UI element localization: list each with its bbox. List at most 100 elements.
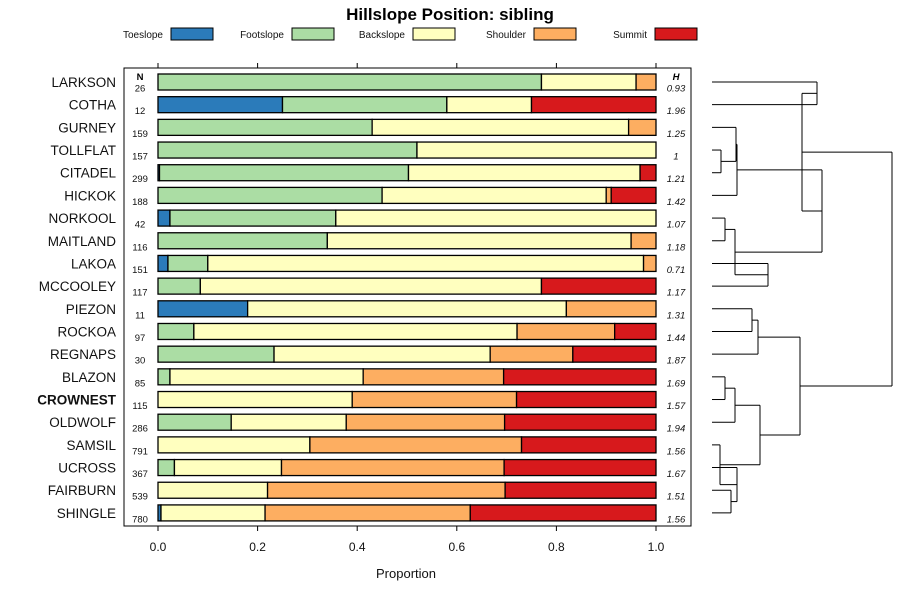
x-tick-label: 0.6: [448, 540, 465, 554]
bar-segment-backslope: [173, 458, 283, 477]
h-value: 1.31: [667, 310, 686, 321]
row-cotha: COTHA 12 1.96: [69, 96, 686, 117]
legend-swatch-toeslope: [170, 27, 214, 41]
h-value: 1.51: [667, 492, 686, 503]
x-axis-title: Proportion: [376, 566, 436, 581]
bar-segment-backslope: [381, 186, 607, 205]
row-label: SAMSIL: [66, 438, 116, 453]
legend-swatch-shoulder: [533, 27, 577, 41]
row-label: BLAZON: [62, 370, 116, 385]
bar-segment-footslope: [157, 118, 373, 137]
n-value: 286: [132, 424, 148, 435]
bar-segment-footslope: [157, 322, 195, 341]
row-gurney: GURNEY 159 1.25: [58, 118, 686, 140]
legend: Toeslope Footslope Backslope Shoulder Summit: [123, 27, 698, 41]
n-value: 791: [132, 446, 148, 457]
row-crownest: CROWNEST 115 1.57: [37, 390, 686, 412]
row-shingle: SHINGLE 780 1.56: [57, 504, 686, 525]
n-value: 157: [132, 152, 148, 163]
row-label: HICKOK: [64, 188, 116, 203]
dendrogram: [712, 81, 893, 514]
row-piezon: PIEZON 11 1.31: [66, 300, 686, 321]
row-label: LAKOA: [71, 256, 116, 271]
bar-segment-shoulder: [345, 413, 506, 431]
bar-segment-shoulder: [627, 118, 657, 137]
bar-segment-summit: [515, 390, 657, 409]
h-value: 1.69: [667, 378, 686, 389]
bar-segment-toeslope: [157, 300, 249, 318]
bar-segment-shoulder: [351, 390, 518, 409]
bar-segment-footslope: [158, 164, 410, 182]
h-value: 1.21: [667, 174, 686, 185]
h-value: 1.87: [667, 356, 686, 367]
h-value: 1.67: [667, 469, 686, 480]
bar-segment-shoulder: [642, 254, 657, 273]
legend-label-shoulder: Shoulder: [486, 30, 527, 41]
row-larkson: LARKSON 26 0.93: [51, 73, 686, 95]
row-label: CITADEL: [60, 166, 117, 181]
plot-area: N H LARKSON 26 0.93 COTHA 12 1.96 GURNEY 159 1.2…: [37, 63, 692, 554]
n-column-header: N: [137, 72, 144, 83]
bar-segment-footslope: [157, 413, 232, 431]
n-value: 42: [135, 220, 146, 231]
bar-segment-toeslope: [157, 254, 169, 273]
h-value: 1: [673, 152, 678, 163]
row-label: MAITLAND: [48, 234, 117, 249]
row-hickok: HICKOK 188 1.42: [64, 186, 686, 208]
row-lakoa: LAKOA 151 0.71: [71, 254, 686, 276]
n-value: 97: [135, 333, 146, 344]
legend-label-toeslope: Toeslope: [123, 30, 163, 41]
n-value: 151: [132, 265, 148, 276]
n-value: 159: [132, 129, 148, 140]
bar-segment-backslope: [157, 436, 311, 454]
bar-segment-shoulder: [266, 481, 506, 499]
h-value: 0.71: [667, 265, 686, 276]
n-value: 780: [132, 514, 148, 525]
bar-segment-shoulder: [489, 345, 574, 363]
h-value: 1.96: [667, 106, 686, 117]
h-value: 1.42: [667, 197, 686, 208]
row-label: FAIRBURN: [48, 483, 116, 498]
x-tick-label: 0.0: [150, 540, 167, 554]
row-label: MCCOOLEY: [39, 279, 116, 294]
n-value: 85: [135, 378, 146, 389]
h-value: 1.18: [667, 242, 686, 253]
n-value: 117: [132, 288, 147, 299]
bar-segment-backslope: [160, 504, 266, 522]
bar-segment-shoulder: [280, 458, 505, 477]
legend-label-backslope: Backslope: [359, 30, 406, 41]
row-label: REGNAPS: [50, 347, 116, 362]
row-regnaps: REGNAPS 30 1.87: [50, 345, 686, 367]
h-value: 1.07: [667, 220, 686, 231]
legend-label-footslope: Footslope: [240, 30, 284, 41]
bar-segment-summit: [520, 436, 657, 454]
bar-segment-shoulder: [635, 73, 657, 91]
row-blazon: BLAZON 85 1.69: [62, 368, 686, 389]
row-label: GURNEY: [58, 120, 116, 135]
row-fairburn: FAIRBURN 539 1.51: [48, 481, 686, 503]
bar-segment-backslope: [157, 390, 353, 409]
bar-segment-backslope: [169, 368, 364, 386]
row-label: OLDWOLF: [49, 415, 116, 430]
h-value: 1.56: [667, 446, 686, 457]
n-value: 299: [132, 174, 148, 185]
bar-segment-summit: [610, 186, 657, 205]
x-tick-label: 1.0: [648, 540, 665, 554]
row-rockoa: ROCKOA 97 1.44: [57, 322, 685, 344]
n-value: 539: [132, 492, 148, 503]
n-value: 115: [132, 401, 147, 412]
legend-swatch-backslope: [412, 27, 456, 41]
legend-swatch-summit: [654, 27, 698, 41]
n-value: 30: [135, 356, 146, 367]
x-axis: 0.0 0.2 0.4 0.6 0.8 1.0: [150, 63, 665, 554]
bar-segment-backslope: [326, 232, 632, 250]
h-column-header: H: [673, 72, 681, 83]
n-value: 11: [135, 310, 145, 321]
h-value: 1.25: [667, 129, 686, 140]
bar-segment-shoulder: [630, 232, 657, 250]
bar-segment-backslope: [446, 96, 533, 114]
row-oldwolf: OLDWOLF 286 1.94: [49, 413, 685, 435]
bar-segment-footslope: [157, 141, 418, 159]
bar-segment-footslope: [157, 277, 201, 295]
bar-segment-backslope: [246, 300, 568, 318]
